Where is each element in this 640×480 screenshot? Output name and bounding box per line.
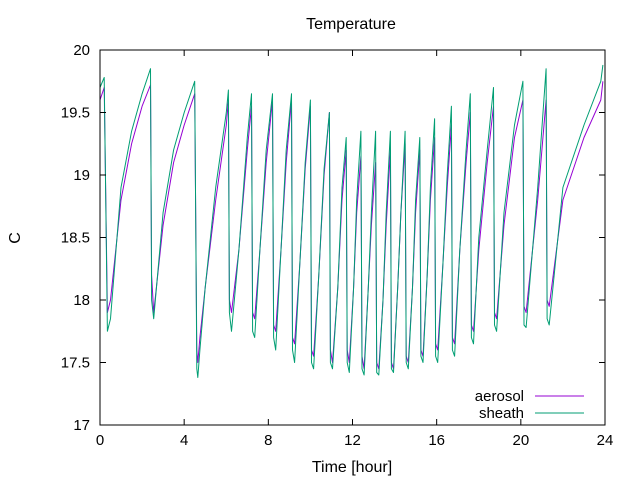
- series-line-sheath: [99, 64, 604, 378]
- y-tick-label: 20: [73, 42, 90, 59]
- x-tick-label: 16: [428, 432, 445, 449]
- x-tick-label: 4: [180, 432, 188, 449]
- legend-label-aerosol: aerosol: [475, 388, 524, 405]
- x-axis: 0 4 8 12 16 20 24: [96, 50, 614, 449]
- x-tick-label: 24: [597, 432, 614, 449]
- x-tick-label: 8: [264, 432, 272, 449]
- y-tick-label: 17: [73, 417, 90, 434]
- x-tick-label: 12: [344, 432, 361, 449]
- y-tick-label: 19: [73, 167, 90, 184]
- legend-label-sheath: sheath: [479, 405, 524, 422]
- y-tick-label: 17.5: [61, 355, 90, 372]
- y-tick-label: 18.5: [61, 230, 90, 247]
- chart-title: Temperature: [306, 16, 396, 33]
- y-tick-label: 18: [73, 292, 90, 309]
- x-tick-label: 0: [96, 432, 104, 449]
- series-layer: [99, 64, 604, 378]
- plot-frame: [99, 49, 606, 426]
- y-tick-label: 19.5: [61, 105, 90, 122]
- x-tick-label: 20: [512, 432, 529, 449]
- y-axis-label: C: [7, 232, 24, 244]
- plot-area: [99, 49, 606, 426]
- y-axis: 17 17.5 18 18.5 19 19.5 20: [61, 42, 605, 434]
- x-axis-label: Time [hour]: [312, 459, 392, 476]
